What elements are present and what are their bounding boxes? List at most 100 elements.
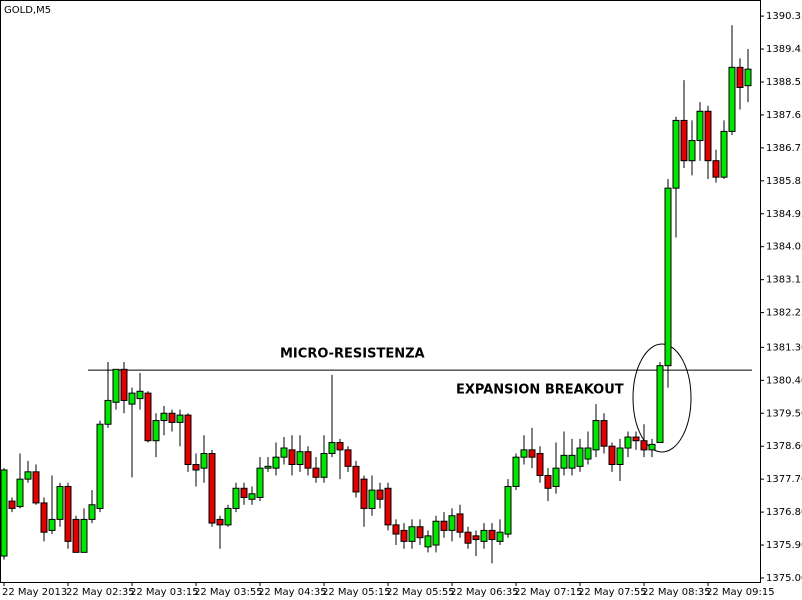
candle-body [712, 160, 720, 178]
candle-body [8, 500, 16, 509]
candle-body [552, 467, 560, 487]
candle-body [272, 456, 280, 469]
candle-body [0, 469, 8, 557]
candle-body [560, 454, 568, 469]
candle-body [704, 110, 712, 162]
candle-body [672, 119, 680, 189]
candle-body [304, 451, 312, 469]
candle-body [624, 436, 632, 449]
candle-body [664, 187, 672, 367]
candle-body [464, 531, 472, 544]
candle-body [208, 453, 216, 524]
candle-body [192, 464, 200, 471]
candle-body [48, 518, 56, 531]
candle-body [608, 445, 616, 466]
x-tick-label: 22 May 06:35 [450, 587, 519, 598]
y-tick-label: 1390.35 [766, 11, 802, 22]
candle-body [448, 515, 456, 531]
y-tick-label: 1383.15 [766, 275, 802, 286]
candle-body [72, 518, 80, 553]
candle-body [744, 68, 752, 87]
candle-body [504, 485, 512, 535]
y-tick-label: 1380.40 [766, 375, 802, 386]
candle-body [240, 487, 248, 498]
candle-body [480, 529, 488, 542]
candle-body [416, 526, 424, 539]
y-tick-label: 1377.70 [766, 474, 802, 485]
candle-body [496, 531, 504, 542]
candle-body [104, 399, 112, 425]
candle-body [88, 504, 96, 520]
candle-body [344, 449, 352, 467]
candle-body [360, 478, 368, 509]
candle-body [160, 412, 168, 422]
candle-body [184, 414, 192, 466]
candle-body [576, 447, 584, 467]
annotation: MICRO-RESISTENZA [280, 347, 425, 362]
x-tick-label: 22 May 2013 [2, 587, 67, 598]
candle-body [488, 529, 496, 541]
candle-body [224, 507, 232, 526]
candle-body [232, 487, 240, 509]
candle-body [520, 449, 528, 458]
candle-body [56, 485, 64, 520]
candle-body [584, 447, 592, 460]
candle-body [64, 485, 72, 542]
candle-body [96, 423, 104, 509]
candle-body [368, 489, 376, 509]
candle-body [456, 513, 464, 533]
candle-body [632, 436, 640, 442]
y-tick-label: 1389.45 [766, 44, 802, 55]
x-tick-label: 22 May 03:55 [194, 587, 263, 598]
candle-body [688, 140, 696, 162]
candle-body [328, 442, 336, 455]
candle-body [472, 535, 480, 541]
candle-body [392, 524, 400, 535]
candle-body [296, 451, 304, 466]
breakout-ellipse [632, 343, 692, 453]
x-tick-label: 22 May 04:35 [258, 587, 327, 598]
x-tick-label: 22 May 07:15 [514, 587, 583, 598]
x-tick-label: 22 May 09:15 [706, 587, 775, 598]
candle-body [280, 447, 288, 458]
y-tick-label: 1385.85 [766, 176, 802, 187]
candle-body [120, 368, 128, 401]
candle-body [128, 392, 136, 405]
candle-body [40, 502, 48, 533]
candle-body [440, 520, 448, 531]
candle-body [288, 449, 296, 466]
x-tick-label: 22 May 05:15 [322, 587, 391, 598]
candle-body [216, 518, 224, 526]
y-tick-label: 1384.95 [766, 209, 802, 220]
candle-body [544, 474, 552, 489]
candle-body [400, 529, 408, 542]
candle-body [248, 493, 256, 500]
candle-body [80, 518, 88, 553]
candle-body [152, 420, 160, 442]
candle-body [408, 526, 416, 542]
y-tick-label: 1375.90 [766, 540, 802, 551]
y-tick-label: 1387.65 [766, 110, 802, 121]
candle-body [680, 119, 688, 162]
candle-body [600, 420, 608, 447]
candle-body [592, 420, 600, 451]
candle-body [616, 447, 624, 466]
candle-body [264, 465, 272, 469]
x-tick-label: 22 May 02:35 [66, 587, 135, 598]
candle-body [432, 520, 440, 546]
candle-body [200, 453, 208, 469]
candle-body [728, 66, 736, 132]
y-tick-label: 1379.50 [766, 408, 802, 419]
candle-body [568, 454, 576, 469]
candle-body [512, 456, 520, 487]
candle-body [16, 478, 24, 508]
candle-body [136, 390, 144, 400]
candle-body [384, 487, 392, 526]
candle-body [656, 365, 664, 444]
y-tick-label: 1381.30 [766, 342, 802, 353]
candle-body [640, 440, 648, 451]
candle-body [24, 471, 32, 480]
x-tick-label: 22 May 03:15 [130, 587, 199, 598]
